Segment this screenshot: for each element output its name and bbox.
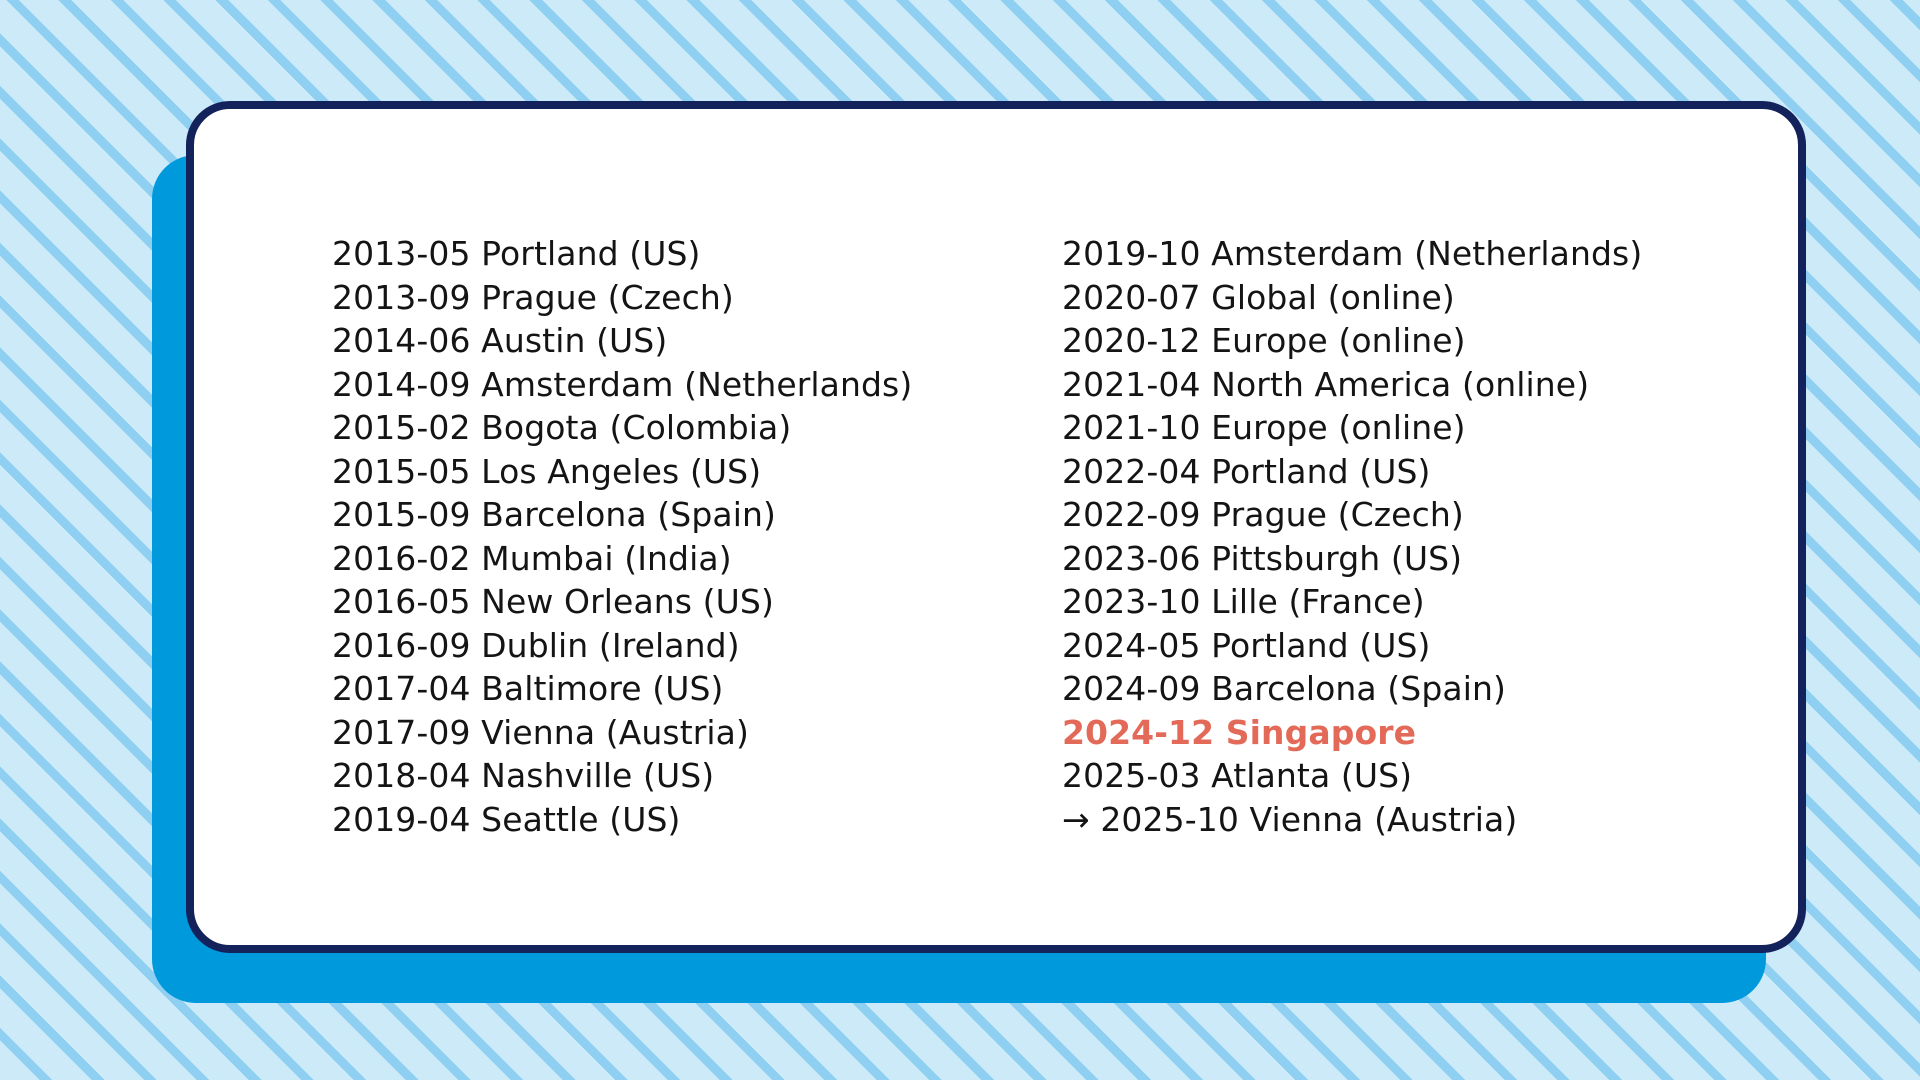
event-item: 2023-06 Pittsburgh (US) — [1062, 538, 1463, 578]
event-item: 2015-09 Barcelona (Spain) — [332, 495, 776, 534]
events-list-right: 2019-10 Amsterdam (Netherlands) 2020-07 … — [1062, 232, 1642, 841]
event-item-highlighted: 2024-12 Singapore — [1062, 712, 1417, 752]
event-item: 2024-09 Barcelona (Spain) — [1062, 669, 1506, 708]
events-list-left: 2013-05 Portland (US) 2013-09 Prague (Cz… — [332, 232, 912, 841]
event-item: 2020-07 Global (online) — [1062, 277, 1455, 317]
events-card — [186, 101, 1806, 953]
event-item: 2014-09 Amsterdam (Netherlands) — [332, 364, 913, 404]
event-item: 2021-10 Europe (online) — [1062, 408, 1466, 447]
event-item: 2016-09 Dublin (Ireland) — [332, 625, 740, 665]
event-item: 2019-04 Seattle (US) — [332, 799, 681, 839]
event-item: 2019-10 Amsterdam (Netherlands) — [1062, 234, 1643, 273]
event-item: 2022-09 Prague (Czech) — [1062, 495, 1464, 534]
event-item: 2016-02 Mumbai (India) — [332, 538, 732, 578]
event-item: 2021-04 North America (online) — [1062, 364, 1590, 404]
event-item-upcoming: → 2025-10 Vienna (Austria) — [1062, 799, 1518, 839]
event-item: 2018-04 Nashville (US) — [332, 756, 715, 795]
event-item: 2014-06 Austin (US) — [332, 321, 668, 360]
event-item: 2022-04 Portland (US) — [1062, 451, 1431, 491]
event-item: 2017-09 Vienna (Austria) — [332, 712, 749, 752]
event-item: 2015-05 Los Angeles (US) — [332, 451, 762, 491]
event-item: 2023-10 Lille (France) — [1062, 582, 1425, 621]
event-item: 2020-12 Europe (online) — [1062, 321, 1466, 360]
event-item: 2016-05 New Orleans (US) — [332, 582, 774, 621]
event-item: 2024-05 Portland (US) — [1062, 625, 1431, 665]
event-item: 2025-03 Atlanta (US) — [1062, 756, 1413, 795]
event-item: 2015-02 Bogota (Colombia) — [332, 408, 792, 447]
event-item: 2013-09 Prague (Czech) — [332, 277, 734, 317]
event-item: 2013-05 Portland (US) — [332, 234, 701, 273]
event-item: 2017-04 Baltimore (US) — [332, 669, 724, 708]
